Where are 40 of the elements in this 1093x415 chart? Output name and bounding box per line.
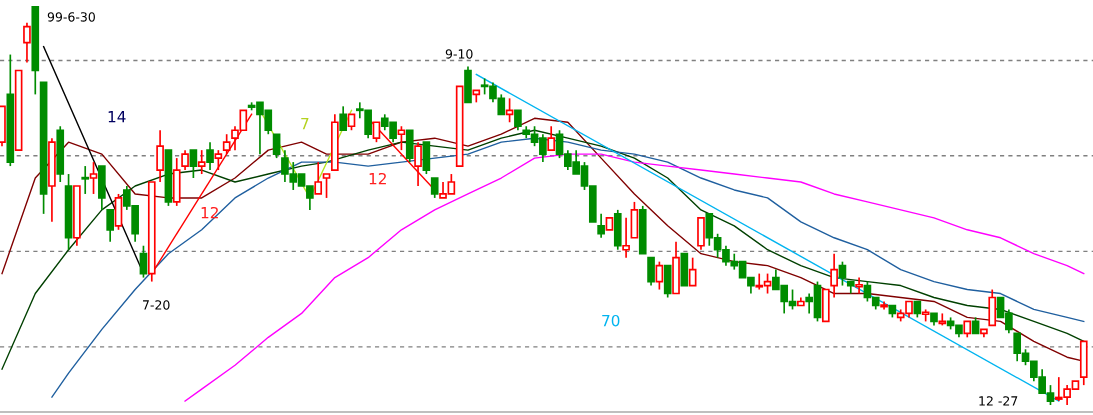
annotation: 12 [369, 172, 386, 185]
candlestick [272, 133, 281, 159]
candlestick [139, 244, 148, 279]
candlestick [838, 260, 847, 287]
candlestick [414, 141, 422, 187]
candlestick [106, 209, 115, 243]
candlestick [430, 177, 439, 199]
candlestick [23, 21, 31, 64]
candlestick [397, 125, 406, 151]
candlestick [81, 165, 90, 195]
annotation: 12 [201, 206, 218, 219]
annotation: 14 [108, 111, 126, 123]
candlestick [514, 109, 522, 132]
candlestick [597, 213, 605, 239]
candlestick [938, 312, 947, 327]
candlestick [647, 256, 655, 287]
candlestick [222, 133, 231, 155]
candlestick [372, 121, 381, 144]
annotation: 7 [301, 118, 309, 130]
annotation: 70 [602, 314, 620, 327]
candlestick [622, 217, 630, 259]
candlestick [214, 149, 223, 171]
candlestick [339, 105, 348, 132]
candlestick [197, 149, 206, 175]
candlestick [156, 129, 164, 183]
annotation: 7-20 [143, 300, 170, 310]
candlestick [688, 256, 697, 287]
candlestick [505, 97, 514, 124]
annotation: 9-10 [445, 49, 473, 59]
annotation: 12 -27 [979, 396, 1018, 406]
candlestick [181, 149, 189, 171]
candlestick [314, 161, 323, 195]
annotation: 99-6-30 [47, 12, 95, 22]
candlestick [830, 252, 838, 299]
candlestick [89, 161, 98, 195]
candlestick [206, 141, 214, 171]
candlestick [322, 173, 331, 199]
candlestick [189, 149, 198, 179]
candlestick [655, 260, 664, 291]
candlestick [547, 125, 556, 151]
